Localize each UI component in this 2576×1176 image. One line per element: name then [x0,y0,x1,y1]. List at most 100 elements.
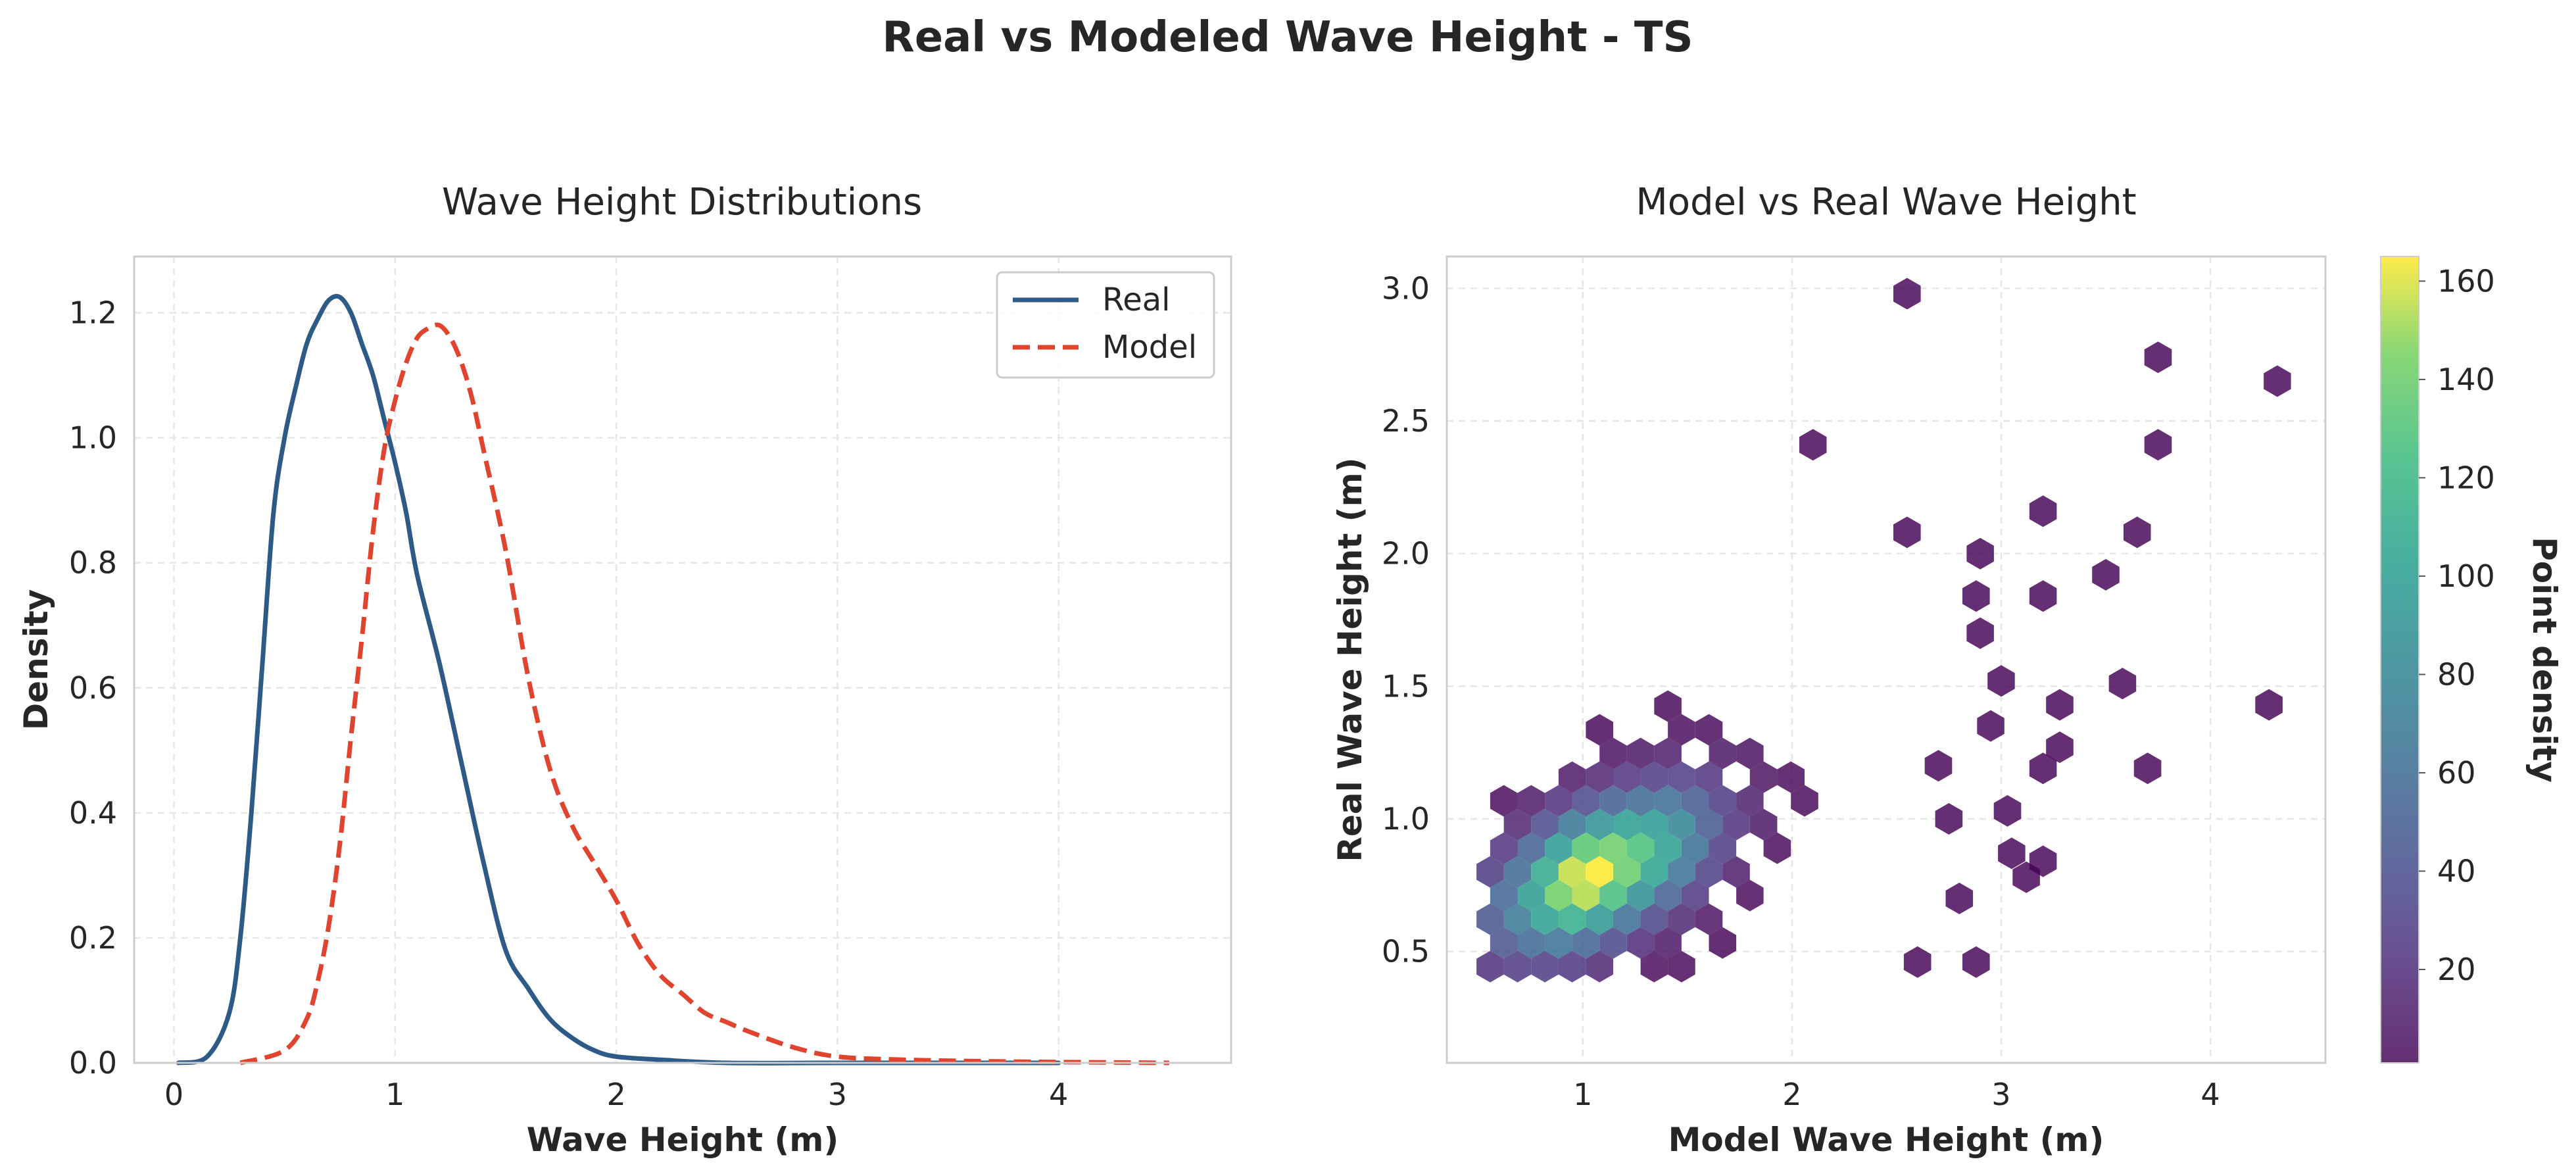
hexbin-cell [1490,785,1518,817]
hexbin-cell [2108,668,2137,700]
hexbin-cell [1640,761,1668,793]
hexbin-cell [1640,808,1668,841]
colorbar-tick-label: 60 [2437,755,2476,791]
density-y-tick-label: 1.2 [69,295,117,331]
hexbin-y-tick-label: 2.0 [1382,536,1430,572]
hexbin-cell [1558,950,1586,983]
hexbin-cell [1599,927,1627,959]
density-legend: Real Model [996,271,1215,379]
hexbin-cell [1962,946,1990,978]
hexbin-cell [1709,737,1737,770]
hexbin-cell [1545,832,1572,864]
hexbin-cell [1517,785,1545,817]
hexbin-cell [1709,927,1737,959]
hexbin-ticks: 1 2 3 4 0.5 1.0 1.5 2.0 2.5 3.0 [1382,270,2220,1112]
hexbin-cell [1613,808,1641,841]
density-x-axis-label: Wave Height (m) [527,1121,838,1159]
hexbin-cell [1503,808,1532,841]
hexbin-cell [1681,832,1709,864]
hexbin-cell [1626,879,1655,912]
hexbin-cell [1668,761,1695,793]
hexbin-cell [1654,737,1682,770]
hexbin-cell [1736,879,1764,912]
hexbin-cell [1654,785,1682,817]
hexbin-cell [1640,950,1668,983]
hexbin-cell [2029,495,2057,527]
hexbin-cell [1668,808,1695,841]
colorbar-tick-label: 20 [2437,952,2476,987]
colorbar-tick-label: 160 [2437,263,2495,299]
hexbin-cell [1613,856,1641,888]
colorbar: 20 40 60 80 100 120 140 160 Point density [2380,256,2564,1064]
hexbin-cell [1626,737,1655,770]
hexbin-cell [1722,808,1750,841]
hexbin-cell [2092,558,2120,591]
hexbin-x-tick-label: 1 [1573,1077,1592,1112]
colorbar-tick-label: 100 [2437,558,2495,594]
hexbin-cell [1503,950,1532,983]
hexbin-cell [1893,278,1921,310]
hexbin-cell [1640,856,1668,888]
density-y-tick-label: 1.0 [69,420,117,456]
hexbin-cell [1722,856,1750,888]
colorbar-gradient [2380,256,2419,1064]
hexbin-cell [1945,883,1974,914]
hexbin-cell [1987,665,2015,697]
hexbin-cell [1681,785,1709,817]
hexbin-cell [1654,927,1682,959]
hexbin-cell [1654,832,1682,864]
hexbin-cell [1962,580,1990,612]
hexbin-cell [2029,752,2057,785]
hexbin-cell [1599,737,1627,770]
hexbin-x-axis-label: Model Wave Height (m) [1668,1121,2104,1159]
hexbin-cell [1558,856,1586,888]
density-y-tick-label: 0.0 [69,1045,117,1081]
hexbin-cell [2144,341,2172,374]
hexbin-y-tick-label: 3.0 [1382,270,1430,306]
hexbin-cell [1668,903,1695,935]
hexbin-cell [1893,516,1921,549]
hexbin-cell [1517,832,1545,864]
hexbin-cell [1763,832,1791,864]
hexbin-cell [1599,832,1627,864]
density-x-tick-label: 3 [828,1077,847,1112]
hexbin-cell [1476,950,1504,983]
hexbin-cell [2029,580,2057,612]
hexbin-cell [1695,903,1723,935]
hexbin-cell [1558,808,1586,841]
hexbin-cell [1517,879,1545,912]
hexbin-cell [1586,761,1613,793]
hexbin-cell [1998,837,2026,870]
hexbin-x-tick-label: 3 [1991,1077,2010,1112]
hexbin-cell [1966,537,1994,570]
colorbar-tick-label: 40 [2437,853,2476,889]
hexbin-cell [1749,808,1778,841]
hexbin-cell [2255,689,2283,721]
hexbin-cell [1709,832,1737,864]
density-x-tick-label: 0 [164,1077,183,1112]
hexbin-cell [1558,903,1586,935]
hexbin-cell [1736,785,1764,817]
hexbin-cell [1586,950,1613,983]
hexbin-cell [1736,737,1764,770]
hexbin-cell [1599,879,1627,912]
hexbin-cell [1572,879,1600,912]
hexbin-cell [1531,950,1559,983]
density-panel-title: Wave Height Distributions [442,181,922,224]
hexbin-cell [1695,761,1723,793]
hexbin-cell [2264,365,2291,397]
hexbin-cell [2046,731,2074,764]
hexbin-cell [1572,785,1600,817]
density-x-tick-label: 2 [606,1077,625,1112]
density-x-tick-label: 4 [1049,1077,1068,1112]
hexbin-cells [1476,278,2291,983]
hexbin-cell [1668,714,1695,746]
density-curve-model [239,322,1169,1066]
hexbin-cell [1709,785,1737,817]
hexbin-cell [1695,714,1723,746]
legend-model-label: Model [1102,329,1197,366]
hexbin-cell [1613,903,1641,935]
hexbin-cell [1558,761,1586,793]
hexbin-cell [1924,750,1953,782]
hexbin-plot-frame [1446,255,2327,1064]
